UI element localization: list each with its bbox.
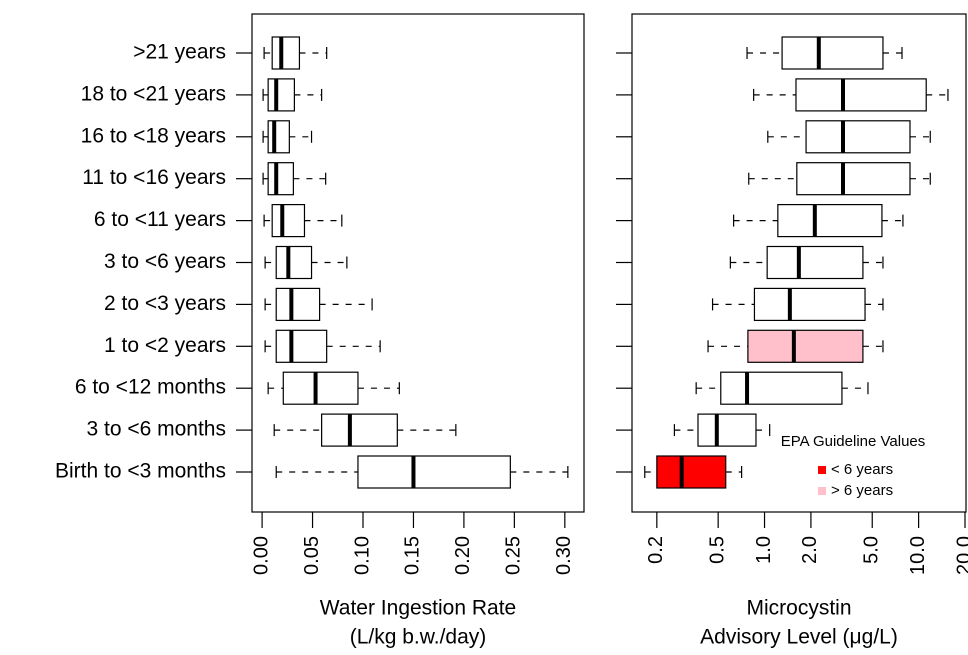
- box: [275, 329, 328, 363]
- box: [275, 287, 321, 321]
- y-tick-label: 6 to <12 months: [75, 376, 226, 399]
- x-tick-label: 1.0: [753, 536, 775, 564]
- x-tick-label: 2.0: [799, 536, 821, 564]
- box: [753, 287, 866, 321]
- legend-label: > 6 years: [831, 482, 893, 499]
- box: [271, 36, 301, 70]
- x-tick-label: 0.2: [645, 536, 667, 564]
- legend-swatch: [818, 466, 826, 474]
- box: [321, 413, 398, 447]
- x-tick-label: 20.0: [953, 536, 968, 575]
- legend-swatch: [818, 487, 826, 495]
- x-tick-label: 5.0: [861, 536, 883, 564]
- legend-title: EPA Guideline Values: [781, 433, 926, 450]
- x-tick-label: 0.5: [706, 536, 728, 564]
- y-tick-label: 6 to <11 years: [94, 208, 226, 231]
- x-tick-label: 0.05: [301, 536, 323, 575]
- x-tick-label: 10.0: [907, 536, 929, 575]
- box: [805, 120, 911, 154]
- box: [777, 204, 883, 238]
- y-tick-label: 3 to <6 years: [104, 250, 226, 273]
- box: [781, 36, 884, 70]
- x-tick-label: 0.20: [452, 536, 474, 575]
- y-tick-label: 2 to <3 years: [104, 292, 226, 315]
- box: [766, 245, 864, 280]
- box: [697, 413, 757, 447]
- x-tick-label: 0.10: [351, 536, 373, 575]
- box: [275, 245, 313, 280]
- box: [267, 162, 294, 196]
- box: [796, 162, 911, 196]
- box: [267, 78, 295, 112]
- y-tick-label: 1 to <2 years: [104, 334, 226, 357]
- y-tick-label: 16 to <18 years: [81, 124, 226, 147]
- x-tick-label: 0.00: [250, 536, 272, 575]
- box: [747, 329, 864, 363]
- box: [357, 455, 511, 489]
- box: [795, 78, 927, 112]
- x-tick-label: 0.30: [553, 536, 575, 575]
- y-tick-label: 3 to <6 months: [86, 418, 226, 441]
- x-tick-label: 0.25: [503, 536, 525, 575]
- x-axis-label: (L/kg b.w./day): [350, 626, 487, 649]
- box: [267, 120, 290, 154]
- box: [720, 371, 843, 405]
- box: [271, 204, 306, 238]
- y-tick-label: Birth to <3 months: [55, 460, 226, 483]
- x-tick-label: 0.15: [402, 536, 424, 575]
- x-axis-label: Advisory Level (μg/L): [700, 626, 898, 649]
- box: [656, 455, 727, 489]
- y-tick-label: 18 to <21 years: [81, 82, 226, 105]
- x-axis-label: Water Ingestion Rate: [320, 597, 517, 620]
- y-tick-label: 11 to <16 years: [82, 166, 226, 189]
- x-axis-label: Microcystin: [746, 597, 851, 620]
- box: [282, 371, 359, 405]
- legend-label: < 6 years: [831, 461, 893, 478]
- y-tick-label: >21 years: [133, 41, 226, 64]
